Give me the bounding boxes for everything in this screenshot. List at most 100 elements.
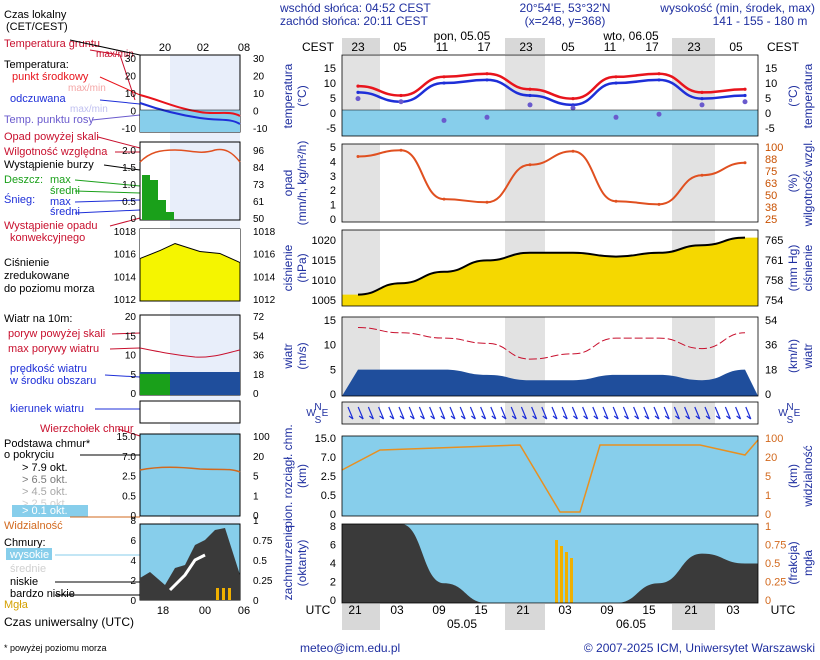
cest-tick-8: 23 xyxy=(687,40,701,54)
temp-tick-r-0: 15 xyxy=(765,63,777,75)
cest-tick-5: 05 xyxy=(561,40,575,54)
main-top-night-2 xyxy=(672,38,715,54)
dewpoint-point-1 xyxy=(398,99,404,105)
fog-bar-3 xyxy=(570,558,573,603)
mini-precip-tick-r-2: 73 xyxy=(253,180,265,191)
compass-right-N: N xyxy=(786,402,793,413)
main-cloud-border xyxy=(341,435,759,517)
temp-point-1-8 xyxy=(700,97,704,101)
precip-tick-4: 1 xyxy=(330,200,336,212)
utc-tick-2: 09 xyxy=(432,603,446,617)
legend-utc: Czas uniwersalny (UTC) xyxy=(4,615,134,629)
wind-arrow-35 xyxy=(704,406,711,420)
mini-rain-bar-3 xyxy=(158,200,166,220)
legend-clouds: Chmury: xyxy=(4,537,46,549)
mini-temp-tick-r-1: 20 xyxy=(253,72,265,83)
utc-tick-8: 21 xyxy=(684,603,698,617)
mini-axis-labels: 20 02 08 18 00 06 xyxy=(157,42,250,617)
cov-tick-1: 6 xyxy=(330,540,336,552)
legend-fog: Mgła xyxy=(4,599,29,611)
wind-tick-3: 0 xyxy=(330,389,336,401)
compass-left-S: S xyxy=(315,415,322,426)
cloud-axis-unit: (km) xyxy=(295,464,309,488)
mini-cov-tick-r-4: 0 xyxy=(253,596,259,607)
legend-wind-dir: kierunek wiatru xyxy=(10,403,84,415)
dewpoint-point-5 xyxy=(570,105,576,111)
mini-precip-tick-l-4: 0 xyxy=(130,214,136,225)
wind-axis-label-r: wiatr xyxy=(801,343,815,369)
visibility-line xyxy=(341,439,759,513)
humidity-point-6 xyxy=(614,199,618,203)
wind-arrow-8 xyxy=(429,406,436,420)
wind-arrow-14 xyxy=(490,406,497,420)
wind-arrow-36 xyxy=(714,406,721,420)
mini-wind-area-green xyxy=(140,374,170,395)
temp-point-1-3 xyxy=(485,78,489,82)
legend-midpoint: punkt środkowy xyxy=(12,71,89,83)
legend-visibility: Widzialność xyxy=(4,520,63,532)
mini-temp-tick-l-0: 30 xyxy=(125,54,137,65)
humidity-point-9 xyxy=(743,161,747,165)
legend-okt-65: > 6.5 okt. xyxy=(22,474,68,486)
mini-day-band xyxy=(170,55,240,600)
temp-point-0-2 xyxy=(442,75,446,79)
legend-cloud-base-1: Podstawa chmur* xyxy=(4,438,91,450)
footer-copyright: © 2007-2025 ICM, Uniwersytet Warszawski xyxy=(584,641,815,655)
legend-okt-45: > 4.5 okt. xyxy=(22,486,68,498)
main-cov-border xyxy=(341,523,759,604)
vis-tick-3: 1 xyxy=(765,490,771,502)
wind-arrow-6 xyxy=(408,406,415,420)
temp-point-1-2 xyxy=(442,81,446,85)
wind-arrow-3 xyxy=(378,406,385,420)
footer-email[interactable]: meteo@icm.edu.pl xyxy=(300,641,400,655)
mini-wind-tick-r-1: 54 xyxy=(253,331,265,342)
day2-label: wto, 06.05 xyxy=(602,29,659,43)
wind-arrow-21 xyxy=(561,406,568,420)
wind-arrow-7 xyxy=(418,406,425,420)
vis-tick-2: 5 xyxy=(765,471,771,483)
mini-precip-tick-l-1: 1.5 xyxy=(122,163,136,174)
fog-tick-3: 0.25 xyxy=(765,577,786,589)
hum-tick-4: 50 xyxy=(765,190,777,202)
mini-wind-tick-r-4: 0 xyxy=(253,389,259,400)
mini-temp-tick-r-2: 10 xyxy=(253,89,265,100)
precip-axis-label: opad xyxy=(281,170,295,197)
legend-high: wysokie xyxy=(9,549,49,561)
mini-wind-tick-l-2: 10 xyxy=(125,351,137,362)
pres-tick-2: 1010 xyxy=(312,275,336,287)
mini-bottom-tick-1: 00 xyxy=(199,605,211,617)
mini-cloud-tick-r-1: 20 xyxy=(253,452,265,463)
main-precip-border xyxy=(341,143,759,223)
precip-tick-1: 4 xyxy=(330,156,336,168)
legend-cloud-base-2: o pokryciu xyxy=(4,449,54,461)
legend-low: niskie xyxy=(10,576,38,588)
fog-bar-1 xyxy=(560,546,563,603)
elevation-values: 141 - 155 - 180 m xyxy=(713,14,808,28)
temp-point-1-0 xyxy=(356,90,360,94)
temp-series-0 xyxy=(357,72,746,100)
legend-rain-avg: średni xyxy=(50,185,80,197)
vis-axis-label: widzialność xyxy=(801,445,815,507)
mini-precip-panel xyxy=(139,141,241,221)
dewpoint-point-3 xyxy=(484,114,490,120)
mini-precip-tick-r-1: 84 xyxy=(253,163,265,174)
utc-tick-6: 09 xyxy=(600,603,614,617)
temp-point-0-3 xyxy=(485,72,489,76)
legend-felt-maxmin: max/min xyxy=(70,104,108,115)
hum-tick-5: 38 xyxy=(765,202,777,214)
pres-axis-unit: (hPa) xyxy=(295,253,309,282)
mini-cloud-tick-l-2: 2.5 xyxy=(122,472,136,483)
mini-cov-tick-l-3: 2 xyxy=(130,576,136,587)
mini-cloud-tick-l-4: 0 xyxy=(130,511,136,522)
compass-right-W: W xyxy=(778,408,788,419)
main-precip-night-2 xyxy=(672,144,715,222)
dewpoint-point-2 xyxy=(441,117,447,123)
temp-series-1 xyxy=(357,78,746,107)
mini-cloud-tick-r-3: 1 xyxy=(253,491,259,502)
temp-tick-l-3: 0 xyxy=(330,108,336,120)
main-bottom-night-1 xyxy=(505,604,545,630)
mini-rain-bar-1 xyxy=(142,175,150,220)
mini-wind-tick-r-3: 18 xyxy=(253,370,265,381)
cov-tick-0: 8 xyxy=(330,521,336,533)
